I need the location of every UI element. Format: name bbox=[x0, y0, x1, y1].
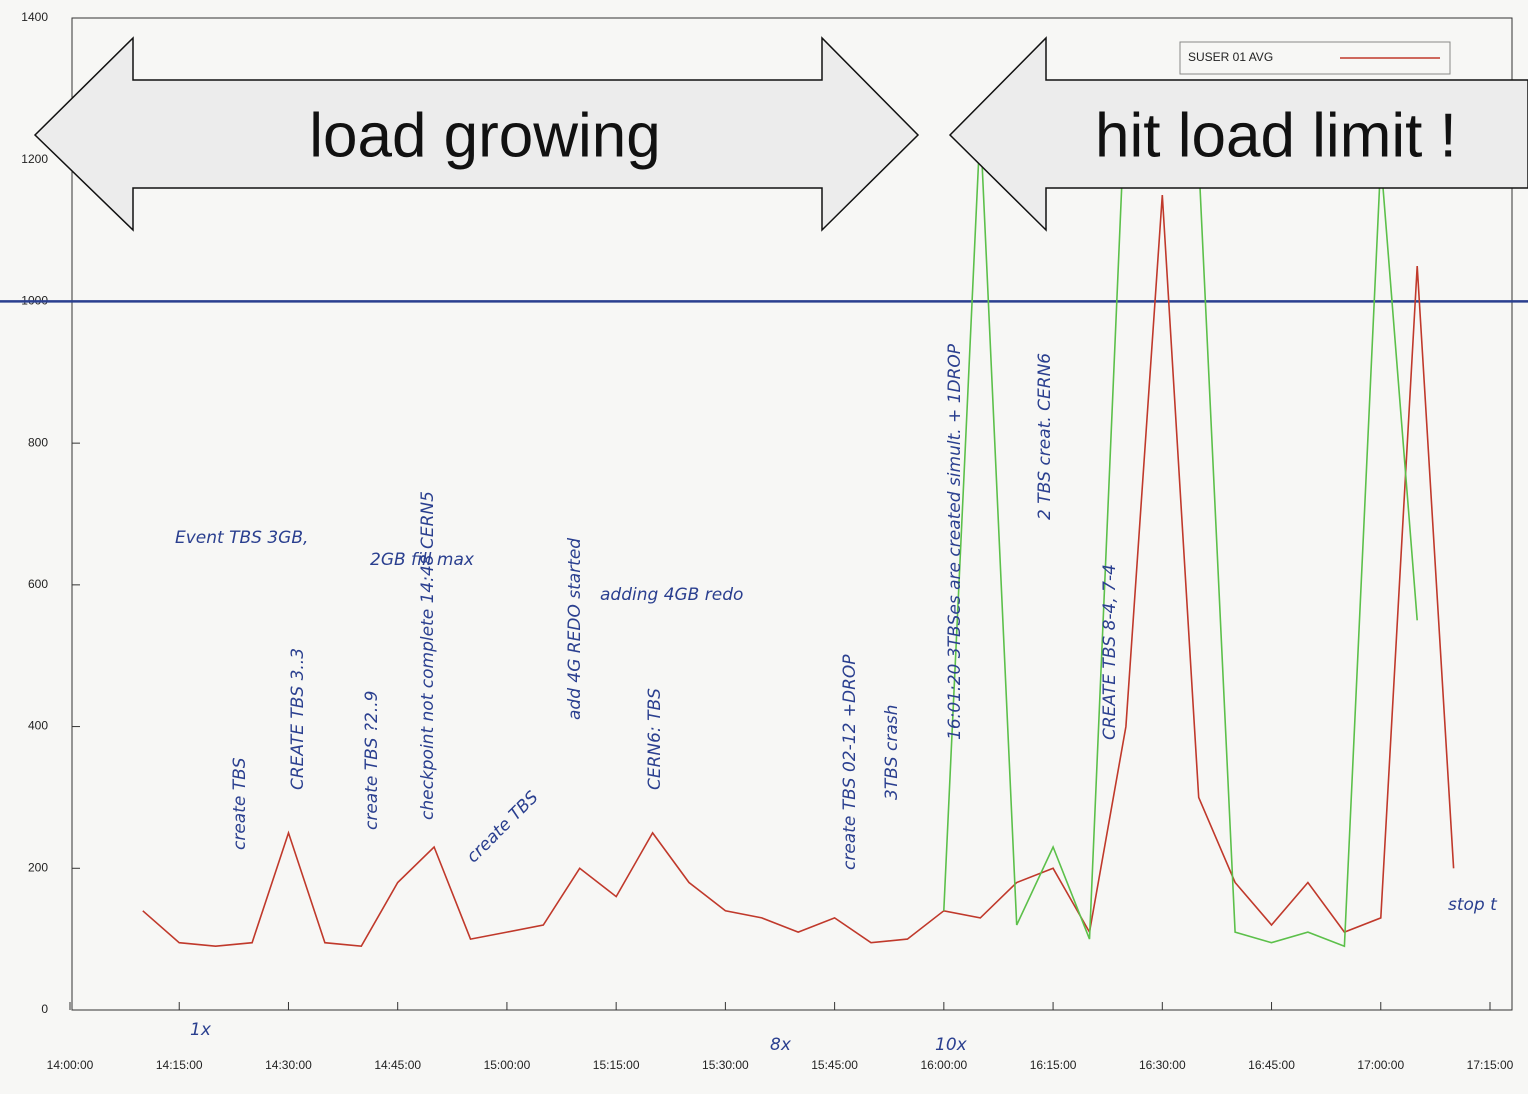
y-tick-label: 0 bbox=[41, 1002, 48, 1016]
x-tick-label: 17:15:00 bbox=[1467, 1058, 1514, 1072]
x-tick-label: 14:30:00 bbox=[265, 1058, 312, 1072]
x-tick-label: 14:45:00 bbox=[374, 1058, 421, 1072]
annotation: 8x bbox=[770, 1035, 792, 1055]
annotation: create TBS 02-12 +DROP bbox=[840, 654, 860, 870]
x-tick-label: 16:00:00 bbox=[920, 1058, 967, 1072]
arrow-right: hit load limit ! bbox=[948, 36, 1528, 232]
annotation: CREATE TBS 8-4, 7-4 bbox=[1100, 564, 1120, 740]
annotation: Event TBS 3GB, bbox=[175, 528, 308, 548]
annotation: checkpoint not complete 14:48 CERN5 bbox=[418, 491, 438, 820]
arrow-label: hit load limit ! bbox=[1095, 101, 1457, 170]
x-tick-label: 15:30:00 bbox=[702, 1058, 749, 1072]
annotation: 2 TBS creat. CERN6 bbox=[1035, 353, 1055, 520]
arrow-label: load growing bbox=[309, 101, 661, 170]
x-tick-label: 14:15:00 bbox=[156, 1058, 203, 1072]
annotation: create TBS bbox=[463, 787, 543, 867]
annotation: 2GB fill max bbox=[370, 550, 475, 570]
x-tick-label: 16:15:00 bbox=[1030, 1058, 1077, 1072]
series-line bbox=[142, 195, 1455, 948]
y-tick-label: 800 bbox=[28, 435, 48, 449]
annotation: CERN6: TBS bbox=[645, 688, 665, 790]
annotation: add 4G REDO started bbox=[565, 538, 585, 720]
annotation: 3TBS crash bbox=[882, 705, 902, 800]
annotation: 1x bbox=[190, 1020, 212, 1040]
y-tick-label: 200 bbox=[28, 860, 48, 874]
series-line bbox=[943, 87, 1418, 948]
annotation: 16:01:20 3TBSes are created simult. + 1D… bbox=[945, 343, 965, 740]
y-tick-label: 1400 bbox=[21, 10, 48, 24]
annotation: adding 4GB redo bbox=[600, 585, 743, 605]
x-tick-label: 16:30:00 bbox=[1139, 1058, 1186, 1072]
annotations: Event TBS 3GB, 2GB fill max create TBS C… bbox=[175, 343, 1498, 1055]
annotation: 10x bbox=[935, 1035, 968, 1055]
annotation: CREATE TBS 3..3 bbox=[288, 648, 308, 790]
y-tick-label: 1200 bbox=[21, 152, 48, 166]
x-tick-label: 14:00:00 bbox=[47, 1058, 94, 1072]
legend-label: SUSER 01 AVG bbox=[1188, 50, 1273, 64]
legend: SUSER 01 AVG bbox=[1179, 41, 1451, 75]
annotation: create TBS ?2..9 bbox=[362, 691, 382, 830]
annotation: stop t bbox=[1448, 895, 1498, 915]
y-tick-label: 600 bbox=[28, 577, 48, 591]
x-tick-label: 17:00:00 bbox=[1357, 1058, 1404, 1072]
x-tick-label: 15:00:00 bbox=[484, 1058, 531, 1072]
double-arrow bbox=[33, 36, 920, 232]
annotation: create TBS bbox=[230, 757, 250, 850]
x-tick-label: 15:15:00 bbox=[593, 1058, 640, 1072]
arrow-left: load growing bbox=[33, 36, 920, 232]
x-tick-label: 15:45:00 bbox=[811, 1058, 858, 1072]
arrow bbox=[948, 36, 1528, 232]
x-tick-label: 16:45:00 bbox=[1248, 1058, 1295, 1072]
y-tick-label: 400 bbox=[28, 719, 48, 733]
plot-frame bbox=[71, 17, 1513, 1011]
